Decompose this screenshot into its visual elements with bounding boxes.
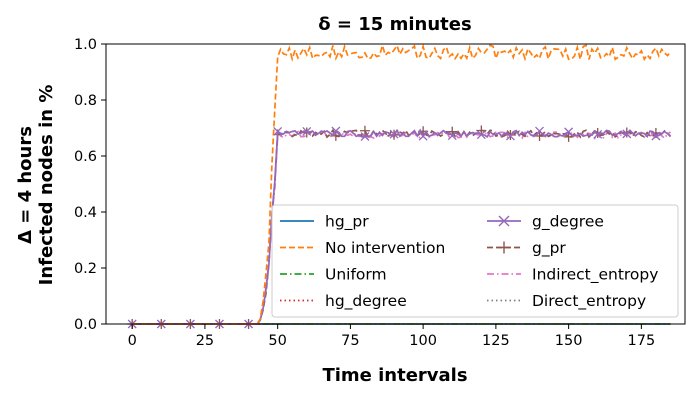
legend-label: Uniform [325, 266, 387, 284]
x-tick-label: 175 [628, 333, 656, 349]
series-marker [389, 129, 399, 139]
y-tick-label: 0.4 [74, 205, 97, 221]
chart-title: δ = 15 minutes [318, 14, 471, 35]
series-marker [651, 131, 661, 141]
x-tick-label: 150 [555, 333, 583, 349]
series-marker [360, 132, 370, 142]
legend-label: Indirect_entropy [532, 266, 658, 285]
y-tick-label: 0.0 [74, 317, 97, 333]
series-marker [273, 126, 283, 136]
y-axis-label-2: Infected nodes in % [36, 85, 57, 286]
legend-label: No intervention [325, 239, 445, 257]
legend-label: g_pr [532, 239, 566, 258]
legend-label: hg_degree [325, 292, 407, 311]
x-tick-label: 25 [196, 333, 214, 349]
y-tick-label: 0.6 [74, 149, 97, 165]
series-marker [505, 131, 515, 141]
y-tick-label: 0.2 [74, 261, 97, 277]
series-marker [418, 131, 428, 141]
series-marker [564, 127, 574, 137]
series-marker [447, 131, 457, 141]
legend-marker [498, 215, 510, 227]
y-axis-label-1: Δ = 4 hours [15, 126, 36, 244]
series-marker [622, 129, 632, 139]
x-tick-label: 0 [128, 333, 137, 349]
series-marker [476, 130, 486, 140]
series-marker [621, 127, 632, 138]
series-marker [534, 131, 545, 142]
legend-label: g_degree [532, 213, 604, 232]
x-tick-label: 75 [341, 333, 359, 349]
x-tick-label: 125 [482, 333, 510, 349]
axis-ticks: 0 25 50 75 100 125 150 175 0.0 0.2 0.4 0.6 0.8 1.0 [74, 37, 655, 349]
series-marker [331, 126, 341, 136]
x-axis-label: Time intervals [322, 365, 467, 386]
x-tick-label: 100 [409, 333, 437, 349]
legend: hg_pr No intervention Uniform hg_degree g_de… [271, 204, 679, 318]
series-line-no-intervention [132, 42, 672, 325]
series-marker [593, 129, 603, 139]
y-tick-label: 0.8 [74, 93, 97, 109]
legend-box [271, 204, 679, 318]
legend-label: hg_pr [325, 213, 369, 232]
series-marker [535, 126, 544, 136]
series-marker [302, 126, 312, 136]
series-marker [563, 131, 574, 142]
series-line-g-pr [132, 128, 672, 325]
legend-label: Direct_entropy [532, 292, 646, 311]
plot-frame [105, 43, 686, 325]
plot-area [105, 42, 686, 329]
legend-marker [498, 241, 510, 254]
y-tick-label: 1.0 [74, 37, 97, 53]
series-marker [359, 125, 370, 136]
x-tick-label: 50 [268, 333, 286, 349]
